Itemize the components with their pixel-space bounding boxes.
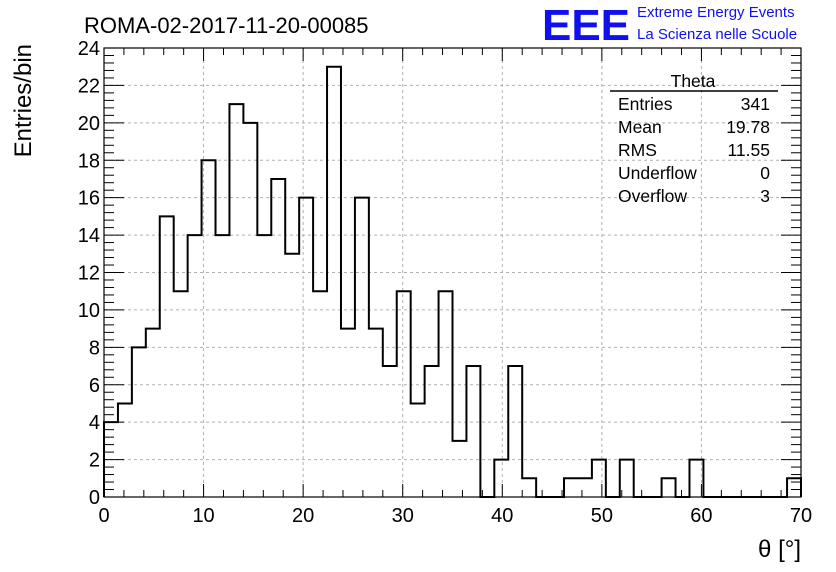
stats-overflow-value: 3 [760, 186, 770, 206]
histogram-outline [103, 65, 802, 498]
x-tick-label: 40 [491, 505, 513, 527]
axis-ticks [103, 47, 802, 498]
x-tick-label: 60 [690, 505, 712, 527]
logo-line-2: La Scienza nelle Scuole [637, 26, 797, 43]
y-tick-label: 0 [89, 487, 100, 509]
x-axis-title: θ [°] [758, 536, 801, 563]
y-tick-label: 10 [78, 300, 100, 322]
y-tick-label: 12 [78, 263, 100, 285]
y-tick-label: 20 [78, 113, 100, 135]
stats-box-name: Theta [671, 71, 716, 91]
x-tick-label: 0 [98, 505, 109, 527]
x-tick-label: 30 [392, 505, 414, 527]
x-tick-label: 70 [790, 505, 812, 527]
y-tick-label: 24 [78, 38, 100, 60]
logo-line-1: Extreme Energy Events [637, 4, 795, 21]
stats-mean-value: 19.78 [726, 117, 770, 137]
stats-overflow-label: Overflow [618, 186, 687, 206]
eee-logo: EEE Extreme Energy Events La Scienza nel… [542, 1, 797, 50]
y-tick-label: 4 [89, 412, 100, 434]
y-axis-title: Entries/bin [10, 44, 37, 157]
stats-rms-label: RMS [618, 140, 657, 160]
stats-mean-label: Mean [618, 117, 662, 137]
stats-entries-label: Entries [618, 94, 673, 114]
y-tick-label: 14 [78, 225, 100, 247]
y-tick-label: 8 [89, 337, 100, 359]
eee-logo-mark: EEE [542, 1, 630, 50]
y-tick-label: 16 [78, 188, 100, 210]
stats-rms-value: 11.55 [728, 140, 771, 160]
y-tick-label: 18 [78, 150, 100, 172]
stats-entries-value: 341 [741, 94, 770, 114]
x-tick-label: 20 [292, 505, 314, 527]
y-tick-label: 2 [89, 450, 100, 472]
stats-underflow-label: Underflow [618, 163, 697, 183]
stats-box: Theta Entries 341 Mean 19.78 RMS 11.55 U… [610, 71, 778, 206]
y-tick-label: 6 [89, 375, 100, 397]
x-tick-label: 10 [192, 505, 214, 527]
chart-title: ROMA-02-2017-11-20-00085 [84, 13, 369, 38]
stats-underflow-value: 0 [760, 163, 770, 183]
y-tick-label: 22 [78, 75, 100, 97]
x-tick-labels: 0 10 20 30 40 50 60 70 [98, 505, 812, 527]
x-tick-label: 50 [591, 505, 613, 527]
